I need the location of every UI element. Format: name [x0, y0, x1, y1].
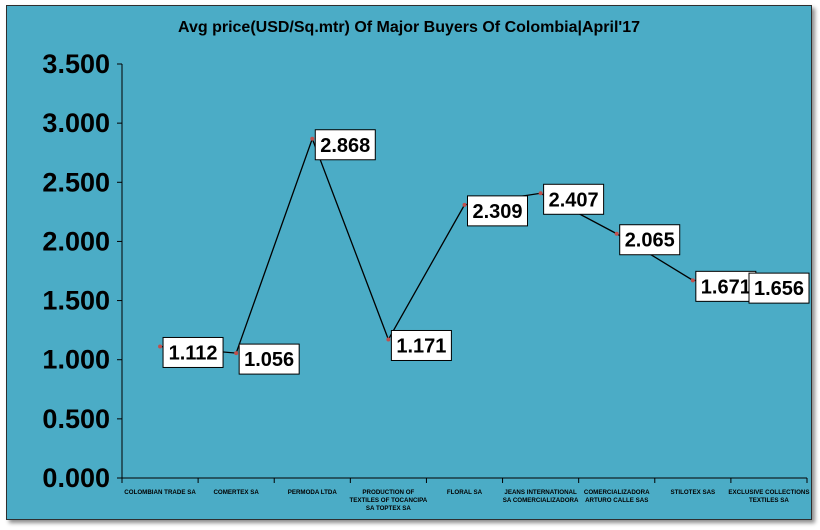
data-label-text: 2.065 — [625, 230, 675, 252]
data-label-box — [543, 183, 605, 215]
data-label-text: 1.056 — [244, 349, 294, 371]
x-tick-label: PERMODA LTDA — [288, 489, 338, 496]
data-label: 1.656 — [748, 272, 810, 304]
data-label: 1.171 — [390, 329, 452, 361]
y-tick-label: 0.500 — [42, 404, 110, 434]
x-tick-label: JEANS INTERNATIONAL SA COMERCIALIZADORA — [503, 489, 579, 504]
data-point — [690, 278, 695, 283]
x-tick-label: COLOMBIAN TRADE SA — [124, 489, 196, 496]
data-labels: 1.112 1.056 2.868 1.171 2.309 2.407 2.065 1.671… — [162, 129, 810, 375]
data-label-box — [162, 336, 224, 368]
series — [158, 136, 771, 356]
data-label-text: 2.407 — [549, 189, 599, 211]
data-label-box — [619, 224, 681, 256]
x-axis-ticks: COLOMBIAN TRADE SA COMERTEX SA PERMODA LTD… — [121, 478, 810, 512]
data-label: 1.112 — [162, 336, 224, 368]
x-tick-label: PRODUCTION OF TEXTILES OF TOCANCIPA SA TOP… — [349, 489, 427, 512]
data-label-box — [238, 343, 300, 375]
line-chart: Avg price(USD/Sq.mtr) Of Major Buyers Of… — [42, 19, 810, 512]
y-tick-label: 3.000 — [42, 108, 110, 138]
data-label: 2.309 — [467, 195, 528, 227]
data-label-box — [314, 129, 376, 161]
x-tick-label: EXCLUSIVE COLLECTIONS TEXTILES SA — [728, 489, 809, 504]
x-tick-label: COMERCIALIZADORA ARTURO CALLE SAS — [584, 489, 650, 504]
data-label-box — [695, 270, 757, 302]
data-label: 2.868 — [314, 129, 376, 161]
y-tick-label: 1.500 — [42, 286, 110, 316]
data-point — [158, 344, 163, 349]
data-point — [462, 202, 467, 207]
data-point — [538, 191, 543, 196]
x-tick-label: FLORAL SA — [447, 489, 483, 496]
data-label-text: 1.671 — [701, 276, 751, 298]
y-tick-label: 1.000 — [42, 345, 110, 375]
data-label-text: 2.868 — [320, 135, 370, 157]
y-axis-ticks: 0.000 0.500 1.000 1.500 2.000 2.500 3.000 3.500 — [42, 49, 122, 493]
data-label: 1.056 — [238, 343, 300, 375]
y-tick-label: 3.500 — [42, 49, 110, 79]
data-label: 2.065 — [619, 224, 681, 256]
x-tick-label: STILOTEX SAS — [670, 489, 715, 496]
data-point — [386, 337, 391, 342]
data-label: 2.407 — [543, 183, 605, 215]
axes — [121, 64, 807, 479]
chart-title: Avg price(USD/Sq.mtr) Of Major Buyers Of… — [178, 19, 640, 36]
data-label-text: 2.309 — [472, 201, 522, 223]
y-tick-label: 2.000 — [42, 226, 110, 256]
data-point — [234, 351, 239, 356]
data-label-text: 1.112 — [169, 342, 218, 364]
data-label-text: 1.171 — [396, 335, 446, 357]
data-point — [614, 231, 619, 236]
data-label-box — [748, 272, 810, 304]
data-label-text: 1.656 — [754, 278, 804, 300]
data-label: 1.671 — [695, 270, 757, 302]
x-tick-label: COMERTEX SA — [213, 489, 259, 496]
y-tick-label: 2.500 — [42, 167, 110, 197]
y-tick-label: 0.000 — [42, 463, 110, 493]
data-label-box — [390, 329, 452, 361]
chart-frame: Avg price(USD/Sq.mtr) Of Major Buyers Of… — [6, 5, 812, 520]
data-point — [310, 136, 315, 141]
data-label-box — [467, 195, 528, 227]
